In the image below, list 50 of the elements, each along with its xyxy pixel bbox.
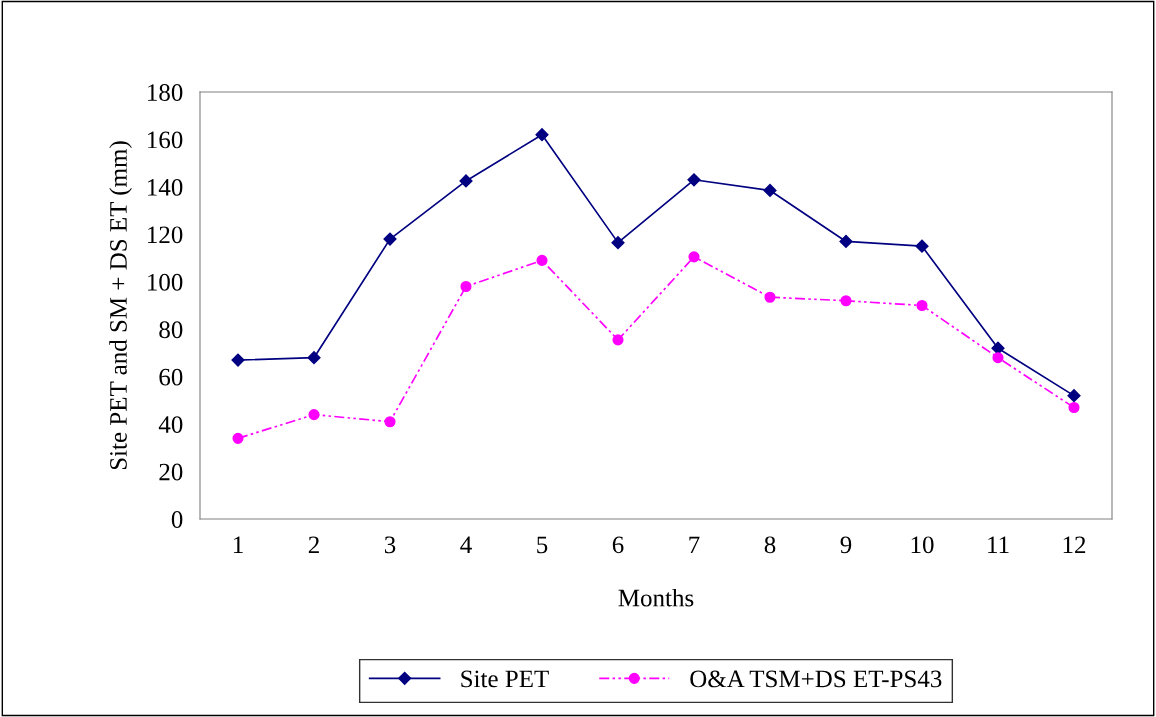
point bbox=[459, 174, 473, 188]
x-tick-label: 2 bbox=[308, 536, 319, 554]
x-tick-label: 11 bbox=[988, 536, 1009, 554]
y-tick-label: 60 bbox=[159, 368, 183, 386]
point bbox=[383, 232, 397, 246]
point bbox=[307, 351, 321, 365]
point bbox=[308, 409, 320, 421]
y-tick-label: 80 bbox=[159, 321, 183, 339]
point bbox=[460, 280, 472, 293]
x-tick-label: 12 bbox=[1063, 536, 1086, 554]
point bbox=[915, 239, 929, 253]
y-tick-label: 180 bbox=[148, 84, 183, 101]
legend-label: O&A TSM+DS ET-PS43 bbox=[690, 670, 942, 688]
x-tick-label: 8 bbox=[764, 536, 776, 554]
x-tick-label: 6 bbox=[612, 536, 624, 554]
point bbox=[992, 352, 1004, 364]
y-tick-label: 100 bbox=[148, 273, 183, 291]
point bbox=[1067, 389, 1081, 403]
y-tick-label: 0 bbox=[171, 511, 183, 528]
point bbox=[840, 295, 852, 307]
y-tick-label: 160 bbox=[148, 131, 183, 149]
y-axis-title: Site PET and SM + DS ET (mm) bbox=[109, 141, 132, 470]
x-tick-label: 9 bbox=[840, 536, 852, 554]
y-tick-label: 40 bbox=[158, 416, 183, 434]
point bbox=[916, 299, 928, 312]
y-tick-label: 20 bbox=[159, 463, 183, 481]
x-tick-label: 1 bbox=[233, 536, 243, 554]
point bbox=[536, 254, 548, 266]
point bbox=[763, 183, 777, 198]
point bbox=[231, 353, 245, 367]
x-tick-label: 4 bbox=[460, 536, 472, 554]
point bbox=[991, 341, 1005, 355]
x-tick-label: 10 bbox=[911, 536, 934, 554]
point bbox=[687, 173, 701, 187]
x-tick-label: 7 bbox=[689, 536, 700, 554]
point bbox=[535, 128, 549, 142]
y-tick-label: 140 bbox=[148, 178, 183, 196]
point bbox=[764, 291, 776, 303]
point bbox=[611, 236, 625, 250]
point bbox=[232, 432, 244, 444]
x-axis-title: Months bbox=[618, 588, 694, 607]
point bbox=[612, 334, 624, 346]
legend-label: Site PET bbox=[461, 670, 549, 688]
y-tick-label: 120 bbox=[148, 226, 183, 244]
x-tick-label: 3 bbox=[384, 536, 396, 554]
point bbox=[1068, 401, 1080, 414]
point bbox=[384, 416, 396, 428]
point bbox=[688, 251, 700, 263]
point bbox=[839, 234, 853, 249]
x-tick-label: 5 bbox=[537, 536, 548, 554]
